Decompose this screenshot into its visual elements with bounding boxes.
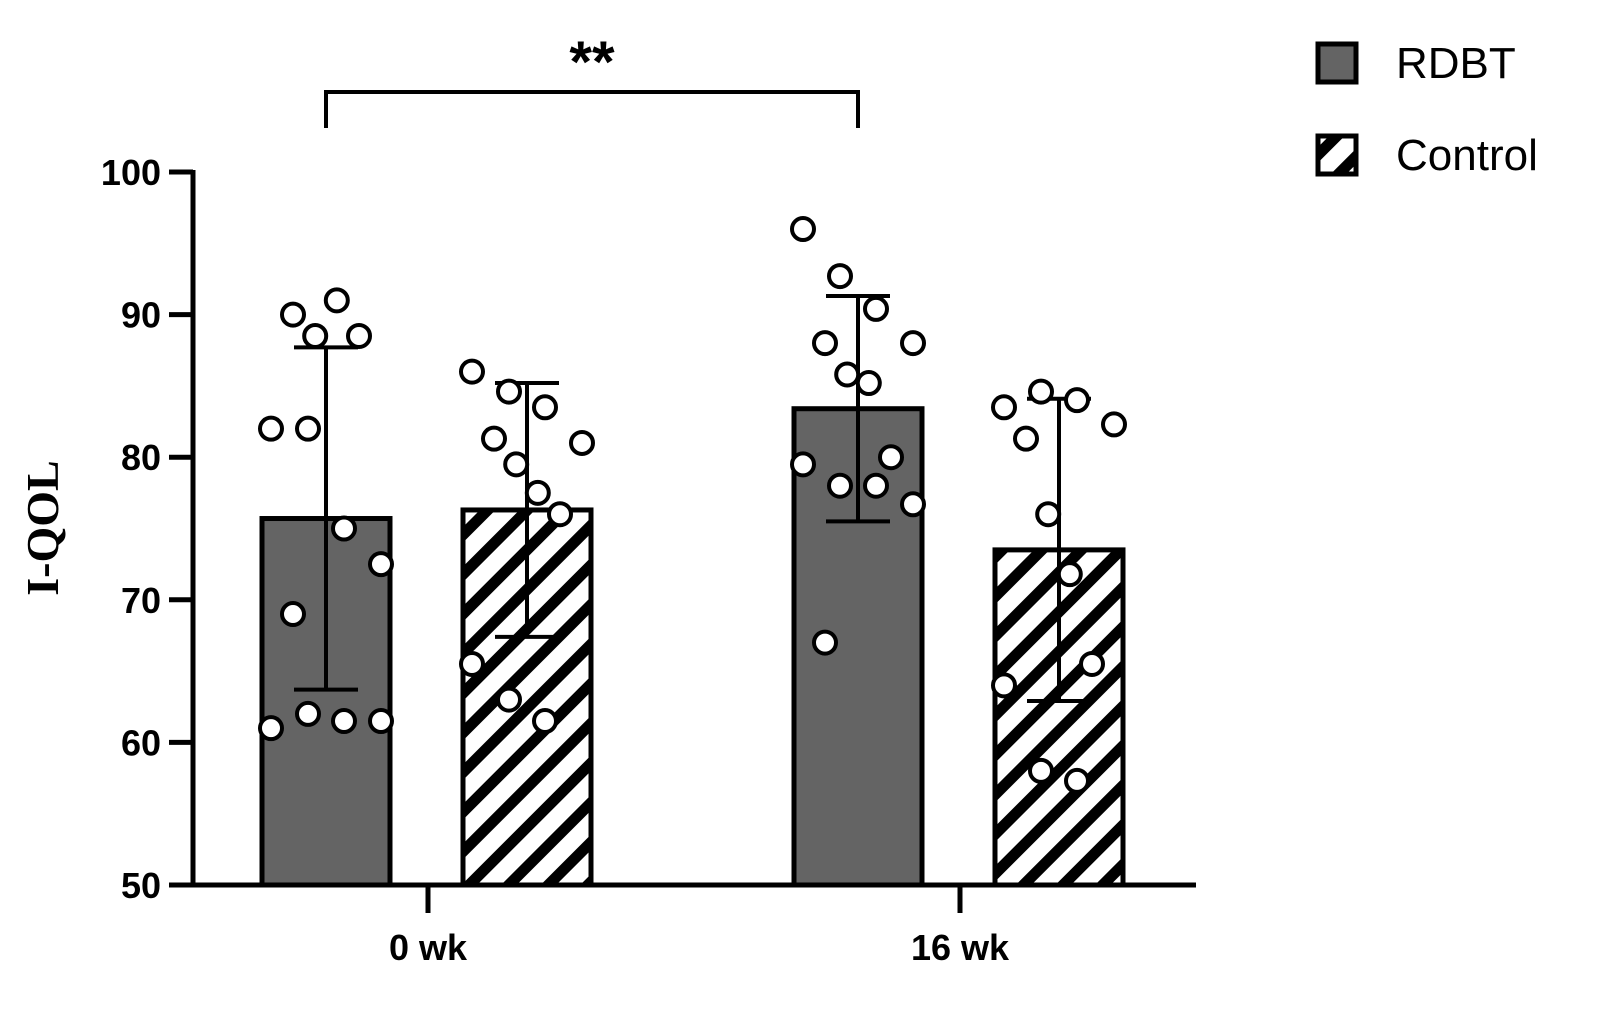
plot-area: 50 60 70 80 90 100 0 wk 16 wk ** RDBT Control xyxy=(101,30,1538,968)
y-tick-label: 100 xyxy=(101,152,161,193)
x-tick-label: 16 wk xyxy=(911,927,1010,968)
legend-swatch-rdbt xyxy=(1315,41,1359,85)
data-point xyxy=(991,394,1017,421)
x-tick-label: 0 wk xyxy=(389,927,468,968)
data-point xyxy=(295,700,321,727)
y-tick-label: 90 xyxy=(121,295,161,336)
data-point xyxy=(855,370,882,397)
y-tick-label: 60 xyxy=(121,722,161,763)
data-point xyxy=(1056,561,1083,588)
data-point xyxy=(900,330,926,357)
data-point xyxy=(368,708,394,735)
data-point xyxy=(991,672,1017,699)
data-point xyxy=(524,479,551,506)
data-point xyxy=(496,686,522,713)
data-point xyxy=(331,515,357,542)
data-point xyxy=(323,287,350,314)
legend-label-control: Control xyxy=(1396,131,1538,180)
data-point xyxy=(258,715,284,742)
data-point xyxy=(1035,501,1062,528)
legend-swatch-control xyxy=(1315,133,1359,177)
data-point xyxy=(1079,650,1105,677)
data-point xyxy=(459,358,485,385)
data-point xyxy=(790,451,816,478)
data-point xyxy=(878,444,904,471)
data-point xyxy=(1028,378,1054,405)
data-point xyxy=(368,551,394,578)
data-point xyxy=(827,263,853,290)
data-point xyxy=(1064,387,1090,414)
data-point xyxy=(459,650,485,677)
data-point xyxy=(1013,425,1039,452)
data-point xyxy=(532,394,558,421)
data-point xyxy=(532,708,558,735)
data-point xyxy=(481,425,507,452)
data-point xyxy=(812,629,838,656)
significance-label: ** xyxy=(569,30,615,95)
data-point xyxy=(790,216,816,243)
data-point xyxy=(863,472,889,499)
data-point xyxy=(1064,767,1090,794)
data-point xyxy=(1101,411,1127,438)
data-point xyxy=(863,295,889,322)
data-point xyxy=(302,322,329,349)
y-axis-label: I-QOL xyxy=(17,460,68,595)
data-point xyxy=(503,451,530,478)
data-point xyxy=(496,378,522,405)
data-point xyxy=(280,301,306,328)
y-tick-label: 80 xyxy=(121,437,161,478)
data-point xyxy=(569,429,595,456)
data-point xyxy=(280,601,306,628)
data-point xyxy=(547,501,573,528)
data-point xyxy=(295,415,321,442)
data-point xyxy=(258,415,284,442)
significance-bracket xyxy=(324,90,860,128)
y-tick-label: 70 xyxy=(121,580,161,621)
data-point xyxy=(1028,757,1054,784)
y-tick-label: 50 xyxy=(121,865,161,906)
data-point xyxy=(346,322,372,349)
data-point xyxy=(812,330,838,357)
data-point xyxy=(900,491,926,518)
legend-label-rdbt: RDBT xyxy=(1396,39,1516,88)
data-point xyxy=(834,361,861,388)
data-point xyxy=(827,472,853,499)
data-point xyxy=(331,708,357,735)
